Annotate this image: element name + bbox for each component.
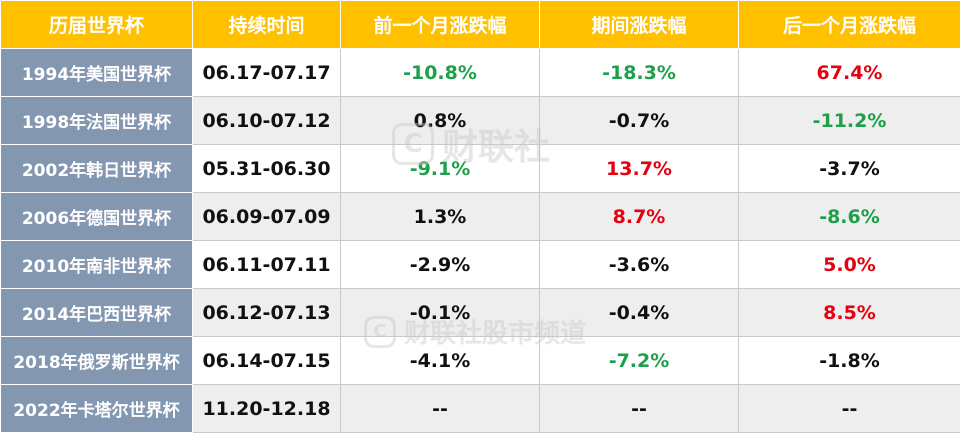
row-duration-cell: 06.11-07.11: [192, 240, 341, 289]
header-cell-after: 后一个月涨跌幅: [738, 0, 960, 49]
table-row: 2022年卡塔尔世界杯 11.20-12.18 -- -- --: [0, 384, 960, 433]
table-row: 1994年美国世界杯 06.17-07.17 -10.8% -18.3% 67.4%: [0, 48, 960, 97]
row-during-cell: -18.3%: [539, 48, 739, 97]
row-after-cell: 5.0%: [738, 240, 960, 289]
row-before-cell: -0.1%: [340, 288, 540, 337]
row-after-cell: 8.5%: [738, 288, 960, 337]
table-row: 2006年德国世界杯 06.09-07.09 1.3% 8.7% -8.6%: [0, 192, 960, 241]
row-after-cell: -3.7%: [738, 144, 960, 193]
row-during-cell: -0.7%: [539, 96, 739, 145]
row-name-cell: 2014年巴西世界杯: [0, 288, 193, 337]
row-name-cell: 2010年南非世界杯: [0, 240, 193, 289]
row-after-cell: -11.2%: [738, 96, 960, 145]
row-before-cell: -4.1%: [340, 336, 540, 385]
header-cell-before: 前一个月涨跌幅: [340, 0, 540, 49]
row-duration-cell: 06.17-07.17: [192, 48, 341, 97]
row-after-cell: 67.4%: [738, 48, 960, 97]
table-row: 1998年法国世界杯 06.10-07.12 0.8% -0.7% -11.2%: [0, 96, 960, 145]
header-cell-duration: 持续时间: [192, 0, 341, 49]
header-cell-during: 期间涨跌幅: [539, 0, 739, 49]
row-during-cell: 8.7%: [539, 192, 739, 241]
row-before-cell: -10.8%: [340, 48, 540, 97]
row-during-cell: -0.4%: [539, 288, 739, 337]
row-before-cell: -9.1%: [340, 144, 540, 193]
row-after-cell: --: [738, 384, 960, 433]
table-row: 2014年巴西世界杯 06.12-07.13 -0.1% -0.4% 8.5%: [0, 288, 960, 337]
row-duration-cell: 06.10-07.12: [192, 96, 341, 145]
table-row: 2018年俄罗斯世界杯 06.14-07.15 -4.1% -7.2% -1.8%: [0, 336, 960, 385]
row-name-cell: 2006年德国世界杯: [0, 192, 193, 241]
row-name-cell: 2018年俄罗斯世界杯: [0, 336, 193, 385]
row-duration-cell: 06.09-07.09: [192, 192, 341, 241]
row-during-cell: --: [539, 384, 739, 433]
row-before-cell: 1.3%: [340, 192, 540, 241]
row-duration-cell: 05.31-06.30: [192, 144, 341, 193]
row-name-cell: 1994年美国世界杯: [0, 48, 193, 97]
row-during-cell: -3.6%: [539, 240, 739, 289]
table-row: 2002年韩日世界杯 05.31-06.30 -9.1% 13.7% -3.7%: [0, 144, 960, 193]
row-during-cell: 13.7%: [539, 144, 739, 193]
row-name-cell: 2002年韩日世界杯: [0, 144, 193, 193]
row-name-cell: 1998年法国世界杯: [0, 96, 193, 145]
row-before-cell: 0.8%: [340, 96, 540, 145]
row-duration-cell: 11.20-12.18: [192, 384, 341, 433]
header-cell-edition: 历届世界杯: [0, 0, 193, 49]
row-duration-cell: 06.14-07.15: [192, 336, 341, 385]
row-after-cell: -8.6%: [738, 192, 960, 241]
row-during-cell: -7.2%: [539, 336, 739, 385]
row-duration-cell: 06.12-07.13: [192, 288, 341, 337]
table-row: 2010年南非世界杯 06.11-07.11 -2.9% -3.6% 5.0%: [0, 240, 960, 289]
row-name-cell: 2022年卡塔尔世界杯: [0, 384, 193, 433]
row-before-cell: -2.9%: [340, 240, 540, 289]
header-row: 历届世界杯 持续时间 前一个月涨跌幅 期间涨跌幅 后一个月涨跌幅: [0, 0, 960, 49]
row-before-cell: --: [340, 384, 540, 433]
row-after-cell: -1.8%: [738, 336, 960, 385]
